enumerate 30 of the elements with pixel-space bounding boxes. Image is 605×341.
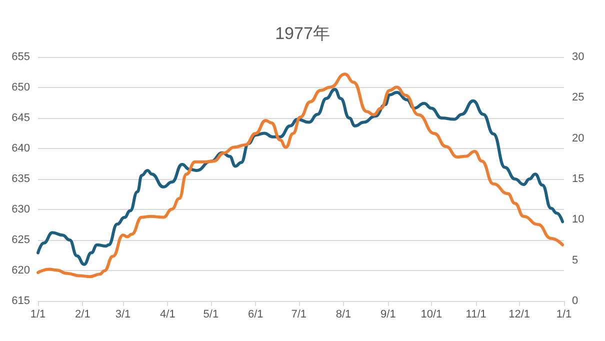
y2-tick-label: 0 bbox=[572, 295, 578, 307]
y2-tick-label: 30 bbox=[572, 51, 584, 63]
y-tick-label: 645 bbox=[12, 112, 30, 124]
x-tick-label: 6/1 bbox=[248, 308, 264, 320]
y-tick-label: 625 bbox=[12, 234, 30, 246]
y2-tick-label: 20 bbox=[572, 132, 584, 144]
x-tick-label: 9/1 bbox=[380, 308, 396, 320]
y2-tick-label: 10 bbox=[572, 214, 584, 226]
x-tick-label: 7/1 bbox=[291, 308, 306, 320]
y-tick-label: 655 bbox=[12, 51, 30, 63]
y-tick-label: 615 bbox=[12, 295, 30, 307]
x-tick-label: 12/1 bbox=[508, 308, 530, 320]
x-tick-label: 11/1 bbox=[466, 308, 486, 320]
x-tick-label: 4/1 bbox=[160, 308, 176, 320]
y-tick-label: 640 bbox=[12, 142, 30, 154]
y-tick-label: 630 bbox=[12, 204, 30, 216]
y-tick-label: 650 bbox=[12, 82, 30, 94]
y2-tick-label: 15 bbox=[572, 173, 584, 185]
y-tick-label: 635 bbox=[12, 173, 30, 185]
y-tick-label: 620 bbox=[12, 264, 30, 276]
x-tick-label: 5/1 bbox=[203, 308, 219, 320]
y2-tick-label: 5 bbox=[572, 254, 578, 266]
y2-tick-label: 25 bbox=[572, 92, 584, 104]
chart-title: 1977年 bbox=[275, 24, 330, 43]
x-tick-label: 8/1 bbox=[336, 308, 352, 320]
x-tick-label: 10/1 bbox=[420, 308, 442, 320]
x-tick-label: 1/1 bbox=[30, 308, 46, 320]
x-tick-label: 2/1 bbox=[75, 308, 90, 320]
x-tick-label: 3/1 bbox=[115, 308, 131, 320]
x-tick-label: 1/1 bbox=[556, 308, 572, 320]
